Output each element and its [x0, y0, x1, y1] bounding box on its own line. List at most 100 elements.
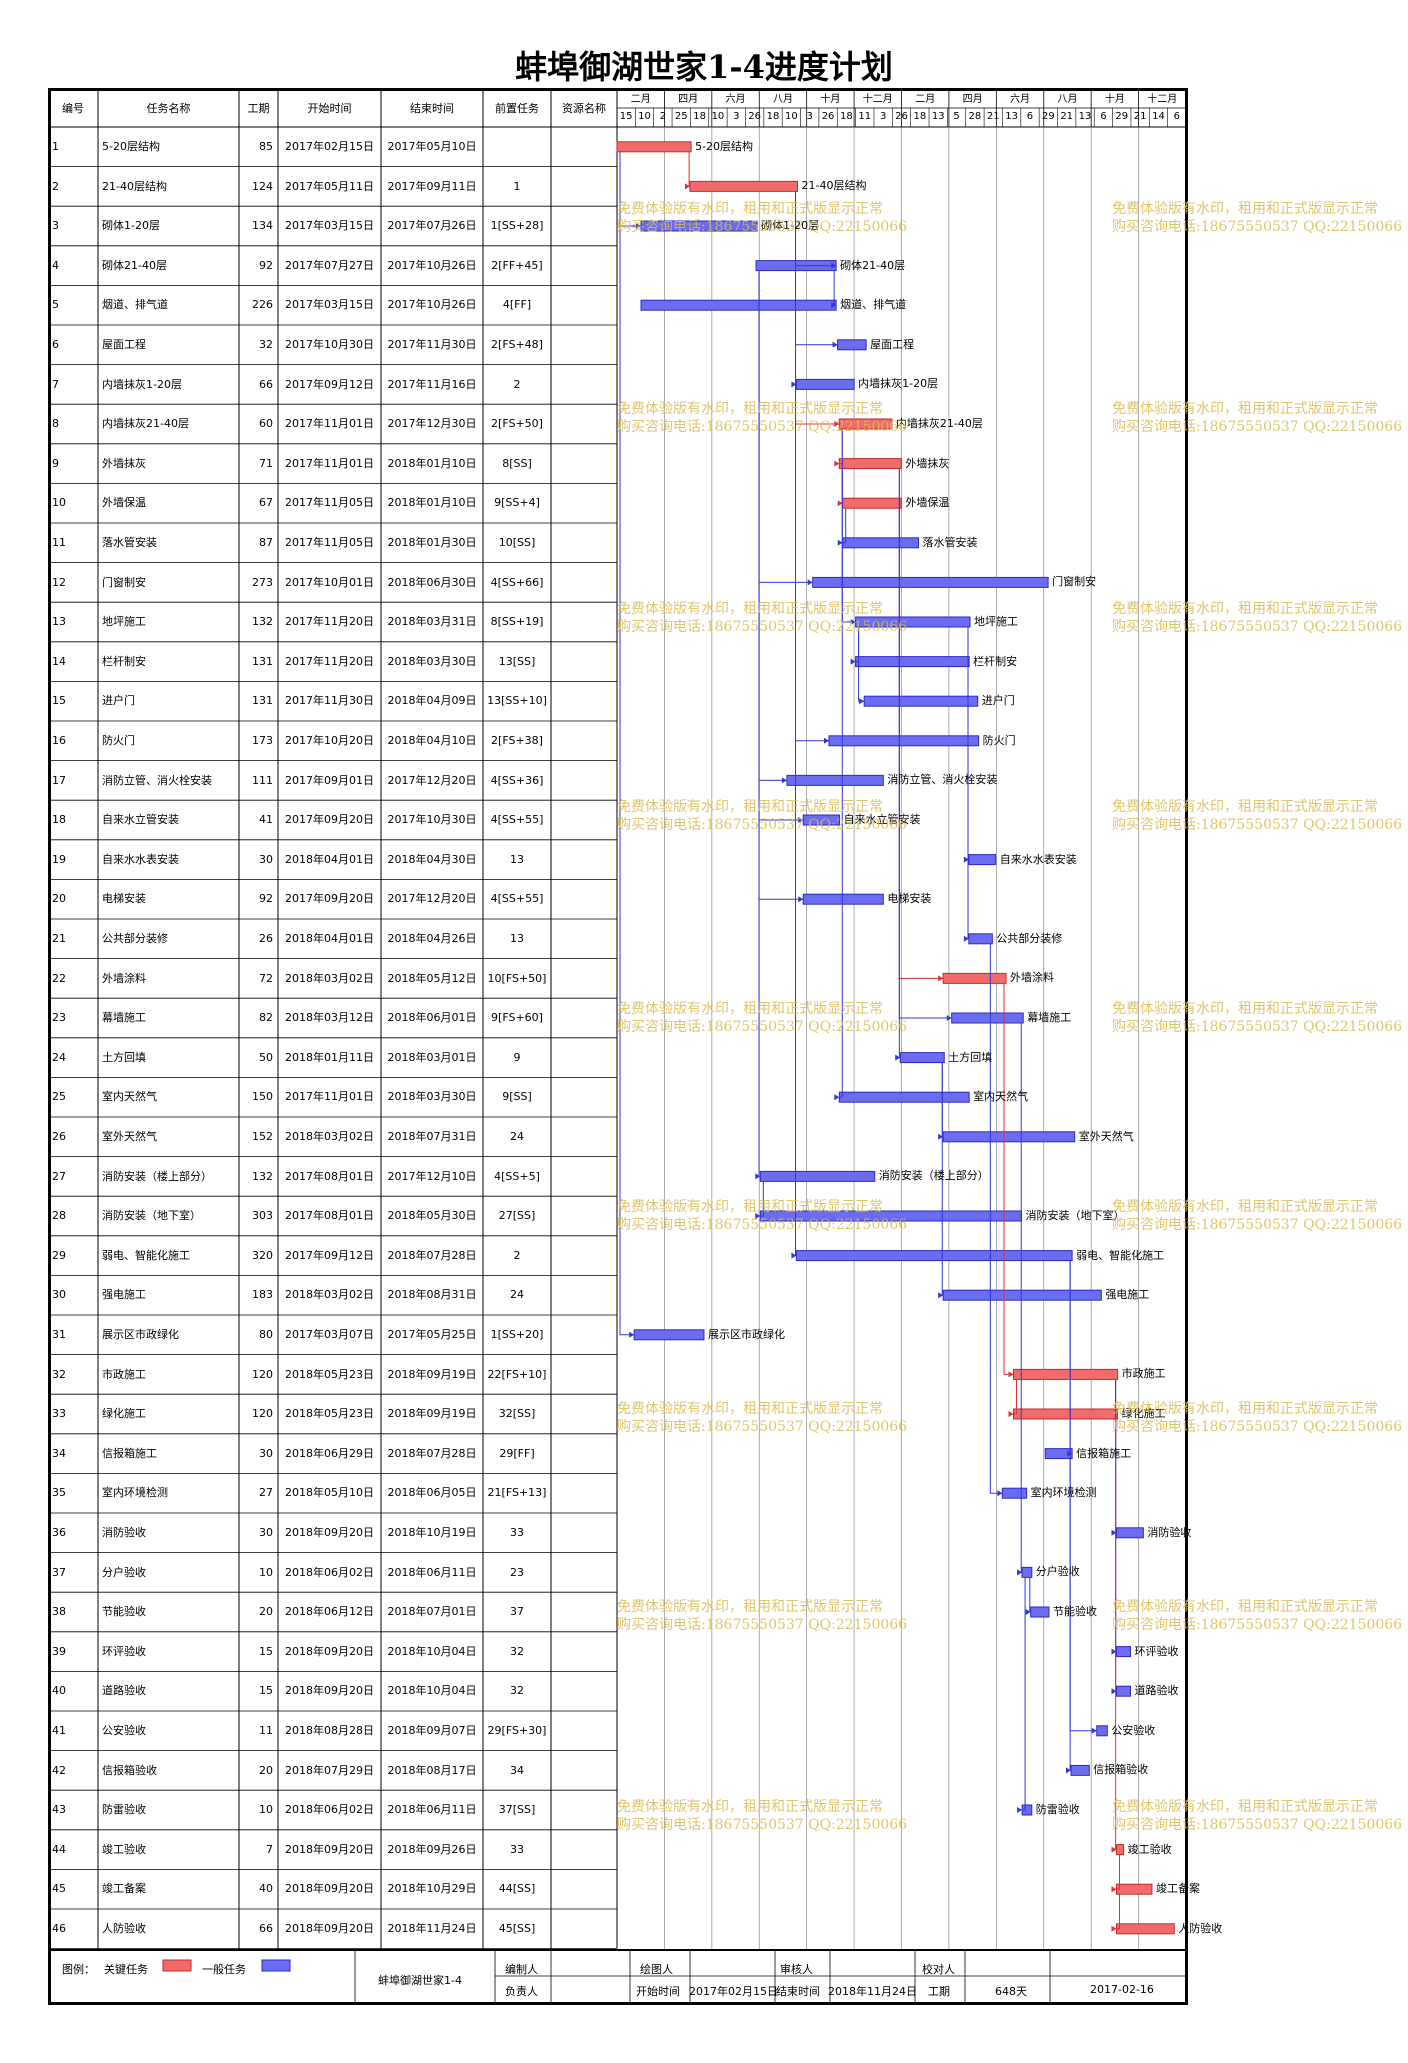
- table-cell-end: 2018年07月01日: [387, 1605, 477, 1619]
- table-cell-name: 防火门: [102, 734, 135, 747]
- table-cell-id: 16: [52, 734, 66, 747]
- table-cell-name: 烟道、排气道: [102, 298, 168, 312]
- watermark-line: 免费体验版有水印，租用和正式版显示正常: [1112, 1599, 1378, 1615]
- table-cell-dur: 183: [252, 1288, 273, 1302]
- table-cell-pred: 45[SS]: [498, 1922, 536, 1935]
- table-cell-pred: 8[SS]: [502, 456, 532, 470]
- table-cell-start: 2017年10月20日: [285, 734, 374, 747]
- dependency-link: [758, 270, 804, 821]
- dependency-link: [1116, 1854, 1120, 1890]
- table-cell-end: 2018年09月19日: [387, 1367, 477, 1381]
- task-bar: [640, 299, 837, 311]
- legend-critical-swatch: [162, 1959, 192, 1972]
- task-bar: [616, 141, 692, 153]
- footer-reviewer-label: 审核人: [780, 1963, 813, 1976]
- table-cell-start: 2017年11月01日: [285, 417, 374, 431]
- table-cell-id: 18: [52, 813, 66, 827]
- timeline-month: 四月: [678, 94, 699, 105]
- timeline-day: 3: [733, 111, 740, 122]
- table-cell-pred: 37[SS]: [498, 1803, 536, 1817]
- task-bar: [1021, 1566, 1033, 1578]
- table-cell-dur: 85: [259, 140, 273, 153]
- watermark-line: 免费体验版有水印，租用和正式版显示正常: [617, 201, 883, 217]
- table-cell-start: 2017年08月01日: [285, 1169, 374, 1183]
- table-cell-start: 2018年09月20日: [285, 1842, 374, 1856]
- table-cell-end: 2018年06月11日: [387, 1803, 477, 1817]
- table-cell-end: 2017年10月26日: [387, 258, 477, 272]
- timeline-day: 6: [1173, 111, 1180, 122]
- dependency-arrow: [831, 302, 837, 309]
- dependency-arrow: [832, 341, 838, 348]
- table-cell-start: 2018年03月02日: [285, 1130, 374, 1143]
- task-bar: [942, 1289, 1102, 1301]
- dependency-arrow: [895, 1054, 901, 1061]
- table-cell-name: 室内环境检测: [102, 1486, 168, 1500]
- task-bar-label: 电梯安装: [887, 892, 932, 906]
- task-bar: [1030, 1606, 1050, 1618]
- footer-end-value: 2018年11月24日: [828, 1985, 917, 1998]
- table-cell-name: 门窗制安: [102, 575, 146, 589]
- task-bar: [828, 735, 980, 747]
- table-cell-dur: 124: [252, 179, 273, 193]
- table-cell-start: 2017年11月20日: [285, 615, 374, 629]
- table-cell-dur: 134: [252, 219, 273, 233]
- table-cell-dur: 50: [259, 1050, 273, 1064]
- timeline-day: 28: [968, 111, 982, 122]
- task-bar: [1115, 1883, 1153, 1895]
- table-cell-pred: 4[FF]: [502, 298, 532, 312]
- table-cell-name: 土方回填: [102, 1050, 146, 1064]
- table-cell-pred: 2[FS+50]: [491, 417, 543, 431]
- table-cell-name: 节能验收: [102, 1605, 146, 1619]
- table-cell-name: 砌体1-20层: [102, 219, 160, 233]
- dependency-arrow: [807, 579, 813, 586]
- timeline-day: 21: [986, 111, 1000, 122]
- task-bar-label: 21-40层结构: [801, 179, 867, 193]
- dependency-arrow: [1111, 1925, 1117, 1932]
- footer-checker-label: 校对人: [922, 1963, 955, 1976]
- dependency-arrow: [755, 1173, 761, 1180]
- table-cell-pred: 13[SS+10]: [487, 694, 547, 708]
- table-cell-dur: 10: [259, 1565, 273, 1579]
- table-cell-id: 38: [52, 1605, 66, 1619]
- task-bar-label: 外墙抹灰: [905, 456, 950, 470]
- task-bar: [1115, 1527, 1144, 1539]
- table-cell-id: 13: [52, 615, 66, 629]
- task-bar-label: 室内天然气: [973, 1090, 1029, 1104]
- column-header: 开始时间: [307, 102, 352, 115]
- timeline-day: 18: [693, 111, 706, 122]
- dependency-link: [760, 1181, 764, 1217]
- table-cell-id: 3: [52, 219, 59, 233]
- table-cell-pred: 1: [513, 179, 521, 193]
- task-bar: [1001, 1487, 1028, 1499]
- table-cell-name: 公安验收: [102, 1724, 146, 1737]
- task-bar-label: 公安验收: [1111, 1723, 1156, 1737]
- timeline-month: 十月: [1104, 94, 1125, 105]
- dependency-arrow: [963, 935, 969, 942]
- table-cell-start: 2018年09月20日: [285, 1882, 374, 1896]
- table-cell-id: 22: [52, 971, 66, 985]
- task-bar-label: 竣工验收: [1127, 1842, 1172, 1856]
- table-cell-end: 2018年04月26日: [387, 932, 477, 945]
- table-cell-pred: 29[FS+30]: [487, 1724, 547, 1737]
- table-cell-dur: 273: [252, 575, 273, 589]
- table-cell-end: 2018年05月12日: [387, 971, 477, 985]
- dependency-arrow: [938, 1133, 944, 1140]
- timeline-day: 13: [1005, 111, 1018, 122]
- task-bar: [863, 695, 979, 707]
- task-bar-label: 弱电、智能化施工: [1076, 1248, 1165, 1262]
- table-cell-id: 23: [52, 1011, 66, 1025]
- table-cell-start: 2017年09月12日: [285, 1248, 374, 1262]
- table-cell-id: 44: [52, 1842, 66, 1856]
- table-cell-end: 2018年05月30日: [387, 1209, 477, 1223]
- watermark-line: 免费体验版有水印，租用和正式版显示正常: [617, 1401, 883, 1417]
- task-bar-label: 强电施工: [1105, 1288, 1150, 1302]
- watermark-line: 购买咨询电话:18675550537 QQ:22150066: [1112, 419, 1402, 435]
- table-cell-start: 2018年05月23日: [285, 1407, 374, 1421]
- page-title: 蚌埠御湖世家1-4进度计划: [515, 48, 893, 86]
- table-cell-dur: 15: [259, 1684, 273, 1698]
- table-cell-start: 2017年02月15日: [285, 140, 374, 153]
- table-cell-end: 2018年10月04日: [387, 1684, 477, 1698]
- table-cell-id: 9: [52, 456, 59, 470]
- table-cell-end: 2018年03月30日: [387, 654, 477, 668]
- dependency-arrow: [850, 658, 856, 665]
